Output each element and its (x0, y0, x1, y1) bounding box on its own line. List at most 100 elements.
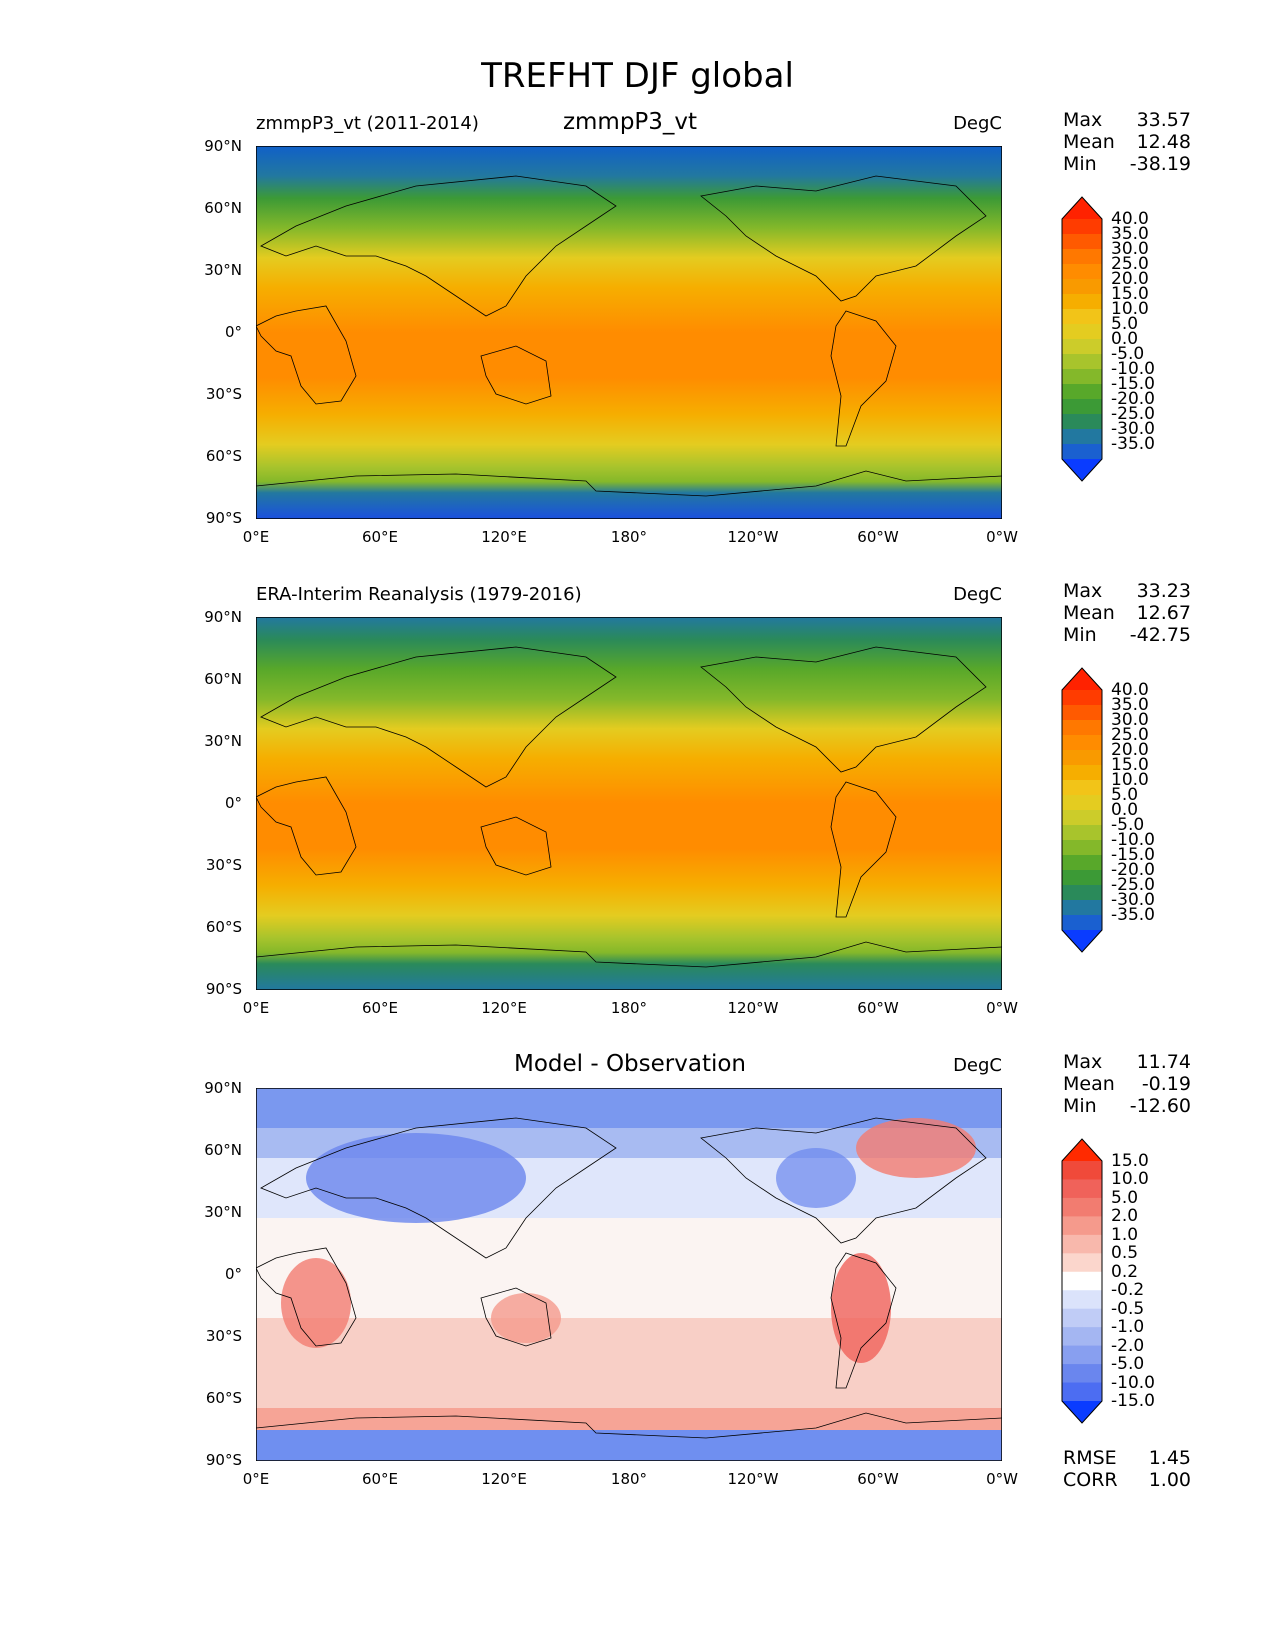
lat-tick-label: 0° (224, 1265, 242, 1283)
colorbar-segment (1062, 444, 1102, 460)
colorbar-segment (1062, 1161, 1102, 1180)
lon-tick-label: 120°W (727, 1470, 779, 1488)
lon-tick-label: 0°E (242, 1470, 270, 1488)
stat-min-value: -38.19 (1129, 153, 1191, 175)
map-observation (256, 617, 1002, 990)
lon-tick-label: 180° (610, 999, 648, 1017)
stat-max-value: 33.23 (1136, 580, 1191, 602)
lon-tick-label: 60°W (857, 1470, 899, 1488)
colorbar-tick-label: -25.0 (1111, 875, 1155, 895)
colorbar-segment (1062, 1345, 1102, 1365)
stat-max-label: Max (1063, 109, 1103, 131)
colorbar-tick-label: -0.5 (1111, 1298, 1145, 1319)
colorbar-segment (1062, 369, 1102, 385)
colorbar-tick-label: -15.0 (1111, 845, 1155, 865)
colorbar (1061, 667, 1103, 953)
colorbar-tick-label: 2.0 (1111, 1206, 1139, 1227)
colorbar-segment (1062, 915, 1102, 931)
colorbar-tick-label: 40.0 (1111, 209, 1149, 229)
colorbar-segment (1062, 429, 1102, 445)
stat-mean-value: 12.48 (1136, 131, 1191, 153)
colorbar-segment (1062, 750, 1102, 766)
stat-max-label: Max (1063, 580, 1103, 602)
colorbar-segment (1062, 339, 1102, 355)
colorbar-tick-label: 20.0 (1111, 740, 1149, 760)
colorbar-segment (1062, 249, 1102, 265)
colorbar-segment (1062, 219, 1102, 235)
colorbar-segment (1062, 264, 1102, 280)
colorbar-tick-label: -35.0 (1111, 434, 1155, 454)
colorbar-tick-label: -15.0 (1111, 1391, 1155, 1411)
lat-tick-label: 30°N (204, 732, 242, 750)
colorbar-segment (1062, 780, 1102, 796)
panel-title-center: Model - Observation (513, 1051, 747, 1077)
continent-outlines (256, 1117, 1002, 1439)
colorbar-segment (1062, 795, 1102, 811)
lon-tick-label: 60°W (857, 528, 899, 546)
colorbar-tick-label: 20.0 (1111, 269, 1149, 289)
lat-tick-label: 30°S (205, 1327, 242, 1345)
stat-min-value: -42.75 (1129, 624, 1191, 646)
stat-max-value: 11.74 (1136, 1051, 1191, 1073)
lat-tick-label: 60°S (205, 447, 242, 465)
colorbar-segment (1062, 765, 1102, 781)
colorbar-segment (1062, 705, 1102, 721)
lon-tick-label: 120°E (481, 528, 527, 546)
colorbar-tick-label: -10.0 (1111, 359, 1155, 379)
colorbar-tick-label: -5.0 (1111, 815, 1145, 835)
colorbar-tick-label: 10.0 (1111, 770, 1149, 790)
lon-tick-label: 60°W (857, 999, 899, 1017)
colorbar-segment (1062, 324, 1102, 340)
lat-tick-label: 90°N (204, 608, 242, 626)
continent-outlines (256, 175, 1002, 497)
panel-title-center: zmmpP3_vt (562, 109, 698, 135)
stat-mean-value: 12.67 (1136, 602, 1191, 624)
panel-title-left: ERA-Interim Reanalysis (1979-2016) (256, 584, 582, 605)
colorbar-segment (1062, 1253, 1102, 1273)
colorbar-segment (1062, 384, 1102, 400)
colorbar-tick-label: 10.0 (1111, 299, 1149, 319)
colorbar-segment (1062, 279, 1102, 295)
lon-tick-label: 180° (610, 1470, 648, 1488)
rmse-value: 1.45 (1148, 1447, 1191, 1469)
colorbar-tick-label: 15.0 (1111, 284, 1149, 304)
colorbar-tick-label: 5.0 (1111, 785, 1139, 805)
panel-model: zmmpP3_vt (2011-2014) zmmpP3_vt DegC (0, 109, 1275, 616)
colorbar-segment (1062, 825, 1102, 841)
colorbar-tick-label: -20.0 (1111, 860, 1155, 880)
colorbar-segment (1062, 690, 1102, 706)
lat-tick-label: 60°N (204, 1141, 242, 1159)
lon-tick-label: 60°E (361, 528, 399, 546)
colorbar-segment (1062, 840, 1102, 856)
colorbar-extend-max (1062, 1139, 1102, 1161)
lon-tick-label: 180° (610, 528, 648, 546)
colorbar-tick-label: 40.0 (1111, 680, 1149, 700)
lat-tick-label: 30°N (204, 1203, 242, 1221)
colorbar-tick-label: -25.0 (1111, 404, 1155, 424)
colorbar-segment (1062, 1271, 1102, 1291)
colorbar-segment (1062, 1179, 1102, 1199)
colorbar-tick-label: 0.0 (1111, 329, 1139, 349)
lon-tick-label: 60°E (361, 999, 399, 1017)
colorbar-segment (1062, 1290, 1102, 1310)
colorbar-tick-label: -20.0 (1111, 389, 1155, 409)
lat-tick-label: 60°S (205, 918, 242, 936)
colorbar-tick-label: -0.2 (1111, 1280, 1145, 1301)
stats-block: Max 11.74 Mean -0.19 Min -12.60 (1063, 1051, 1191, 1117)
lon-tick-label: 120°E (481, 1470, 527, 1488)
lat-tick-label: 60°N (204, 199, 242, 217)
continent-outlines (256, 646, 1002, 968)
colorbar-segment (1062, 1364, 1102, 1384)
colorbar-tick-label: 15.0 (1111, 755, 1149, 775)
colorbar-segment (1062, 309, 1102, 325)
colorbar-segment (1062, 1197, 1102, 1217)
colorbar-tick-label: 1.0 (1111, 1224, 1139, 1245)
lat-tick-label: 30°N (204, 261, 242, 279)
colorbar-segment (1062, 234, 1102, 250)
lon-tick-label: 0°E (242, 999, 270, 1017)
colorbar-segment (1062, 735, 1102, 751)
colorbar-tick-label: -1.0 (1111, 1317, 1145, 1338)
colorbar-segment (1062, 810, 1102, 826)
stat-mean-label: Mean (1063, 1073, 1115, 1095)
colorbar-tick-label: 10.0 (1111, 1169, 1149, 1190)
